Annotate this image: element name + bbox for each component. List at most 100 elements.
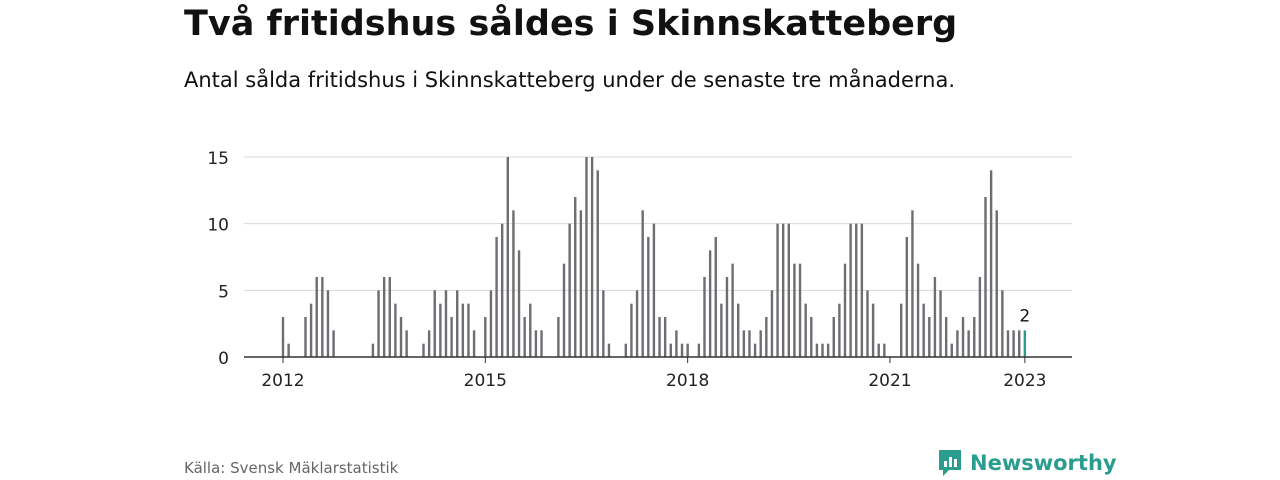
bar — [304, 317, 307, 357]
bar — [382, 277, 386, 357]
bar — [961, 317, 965, 357]
bar — [641, 210, 644, 357]
brand-logo: Newsworthy — [937, 448, 1117, 478]
bar — [607, 343, 611, 357]
bar — [399, 317, 403, 357]
bar — [568, 223, 571, 357]
bar — [321, 277, 324, 357]
bar — [933, 277, 937, 357]
bar — [765, 317, 768, 357]
bar — [680, 343, 684, 357]
bar — [922, 303, 925, 357]
bar — [450, 317, 453, 357]
bar — [753, 343, 757, 357]
bar — [798, 263, 802, 357]
bar — [849, 223, 852, 357]
bar — [596, 170, 599, 357]
bar — [326, 290, 330, 357]
bar — [793, 263, 796, 357]
bar — [647, 237, 650, 357]
data-label: 2 — [1019, 306, 1030, 326]
bar — [602, 290, 605, 357]
bar — [770, 290, 774, 357]
bar — [540, 330, 543, 357]
bar — [287, 343, 290, 357]
bar — [978, 277, 982, 357]
x-tick-label: 2021 — [868, 371, 911, 391]
bar — [529, 303, 532, 357]
chart-subtitle: Antal sålda fritidshus i Skinnskatteberg… — [184, 68, 955, 92]
bar — [484, 317, 487, 357]
bar — [866, 290, 869, 357]
bar — [737, 303, 740, 357]
bar — [686, 343, 689, 357]
bar — [371, 343, 375, 357]
bar — [877, 343, 880, 357]
bar — [703, 277, 706, 357]
bar — [956, 330, 959, 357]
bar — [804, 303, 807, 357]
bar — [973, 317, 976, 357]
bar — [843, 263, 847, 357]
bar — [939, 290, 942, 357]
bar — [697, 343, 701, 357]
y-tick-label: 0 — [218, 349, 229, 369]
bar — [900, 303, 903, 357]
bar — [523, 317, 526, 357]
bar — [585, 157, 588, 357]
bar — [1001, 290, 1004, 357]
bar — [427, 330, 431, 357]
bar — [1006, 330, 1010, 357]
bar — [928, 317, 931, 357]
bar — [562, 263, 566, 357]
bar — [944, 317, 948, 357]
bar — [433, 290, 436, 357]
bar — [495, 237, 498, 357]
bar — [781, 223, 785, 357]
bar — [1018, 330, 1021, 357]
bar — [663, 317, 667, 357]
bar — [871, 303, 875, 357]
bar — [787, 223, 790, 357]
bar — [860, 223, 864, 357]
bar — [579, 210, 583, 357]
newsworthy-logo-icon — [939, 450, 961, 476]
bar — [635, 290, 639, 357]
bar — [332, 330, 335, 357]
x-tick-label: 2012 — [261, 371, 304, 391]
bar — [826, 343, 830, 357]
bar — [658, 317, 661, 357]
bar — [315, 277, 318, 357]
bar — [821, 343, 824, 357]
bar — [534, 330, 538, 357]
brand-name: Newsworthy — [970, 451, 1117, 475]
bar — [759, 330, 762, 357]
y-tick-label: 10 — [207, 216, 229, 236]
bar — [444, 290, 448, 357]
bar — [815, 343, 819, 357]
bar — [905, 237, 909, 357]
bar — [855, 223, 858, 357]
bar — [720, 303, 723, 357]
bar — [405, 330, 408, 357]
bar — [467, 303, 470, 357]
x-tick-label: 2018 — [666, 371, 709, 391]
chart-title: Två fritidshus såldes i Skinnskatteberg — [184, 4, 958, 44]
bar — [557, 317, 560, 357]
bar — [950, 343, 953, 357]
bar — [995, 210, 998, 357]
bar — [506, 157, 509, 357]
x-tick-label: 2015 — [464, 371, 507, 391]
bar — [838, 303, 841, 357]
bar — [708, 250, 712, 357]
x-tick-label: 2023 — [1003, 371, 1046, 391]
bar — [517, 250, 521, 357]
bar — [456, 290, 459, 357]
bar — [669, 343, 672, 357]
bar — [742, 330, 746, 357]
bar-chart: 0 5 10 15 2012 2015 2018 2021 2023 2 — [207, 149, 1072, 391]
bar — [1012, 330, 1015, 357]
bar — [472, 330, 476, 357]
bar — [489, 290, 493, 357]
bar — [377, 290, 380, 357]
